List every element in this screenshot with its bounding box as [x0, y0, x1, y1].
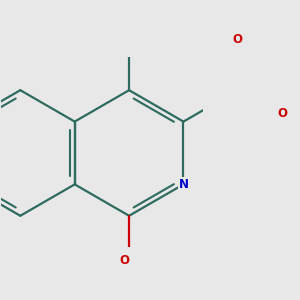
Text: O: O: [233, 33, 243, 46]
Text: N: N: [178, 178, 188, 191]
Text: O: O: [119, 254, 129, 268]
Text: O: O: [277, 107, 287, 120]
